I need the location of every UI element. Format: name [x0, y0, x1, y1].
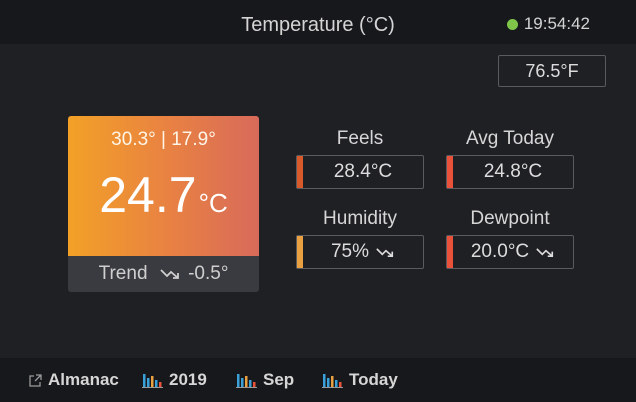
external-link-icon [29, 373, 42, 387]
panel-title: Temperature (°C) [241, 14, 395, 36]
trend-down-icon [160, 269, 179, 279]
trend-bar: Trend -0.5° [68, 256, 259, 292]
current-temperature: 24.7°C [68, 166, 259, 224]
feels-label: Feels [336, 128, 384, 149]
feels-value: 28.4°C [333, 161, 393, 182]
dewpoint-label: Dewpoint [470, 208, 550, 229]
year-label: 2019 [169, 370, 207, 389]
avg-today-color-bar [447, 156, 453, 188]
dewpoint-color-bar [447, 236, 453, 268]
today-label: Today [349, 370, 398, 389]
status-dot-icon [506, 18, 518, 30]
current-temperature-unit: °C [198, 188, 228, 218]
avg-today-label: Avg Today [465, 128, 555, 149]
current-temperature-tile: 30.3° | 17.9° 24.7°C Trend -0.5° [68, 116, 259, 292]
almanac-link[interactable]: Almanac [28, 370, 119, 390]
dewpoint-value: 20.0°C [470, 241, 530, 262]
avg-today-box: 24.8°C [446, 155, 574, 189]
current-temperature-value: 24.7 [99, 167, 197, 223]
humidity-value: 75% [330, 241, 370, 262]
year-link[interactable]: 2019 [142, 370, 207, 390]
fahrenheit-readout: 76.5°F [498, 55, 606, 87]
humidity-box: 75% [296, 235, 424, 269]
clock-time: 19:54:42 [523, 14, 590, 33]
feels-box: 28.4°C [296, 155, 424, 189]
humidity-label: Humidity [323, 208, 397, 229]
humidity-color-bar [297, 236, 303, 268]
month-label: Sep [263, 370, 295, 389]
trend-value: -0.5° [188, 263, 229, 284]
panel-header: Temperature (°C) 19:54:42 [0, 0, 636, 44]
trend-label: Trend [98, 263, 148, 284]
almanac-label: Almanac [48, 370, 119, 389]
high-low-readout: 30.3° | 17.9° [111, 129, 216, 150]
feels-color-bar [297, 156, 303, 188]
avg-today-value: 24.8°C [483, 161, 543, 182]
today-link[interactable]: Today [322, 370, 398, 390]
trend-down-icon [376, 247, 394, 257]
bar-chart-icon [236, 374, 257, 388]
trend-down-icon [536, 247, 554, 257]
bar-chart-icon [142, 374, 163, 388]
panel-footer: Almanac 2019 Sep [0, 358, 636, 402]
dewpoint-box: 20.0°C [446, 235, 574, 269]
month-link[interactable]: Sep [236, 370, 294, 390]
temperature-gradient: 30.3° | 17.9° 24.7°C [68, 116, 259, 256]
bar-chart-icon [322, 374, 343, 388]
clock: 19:54:42 [506, 14, 590, 34]
